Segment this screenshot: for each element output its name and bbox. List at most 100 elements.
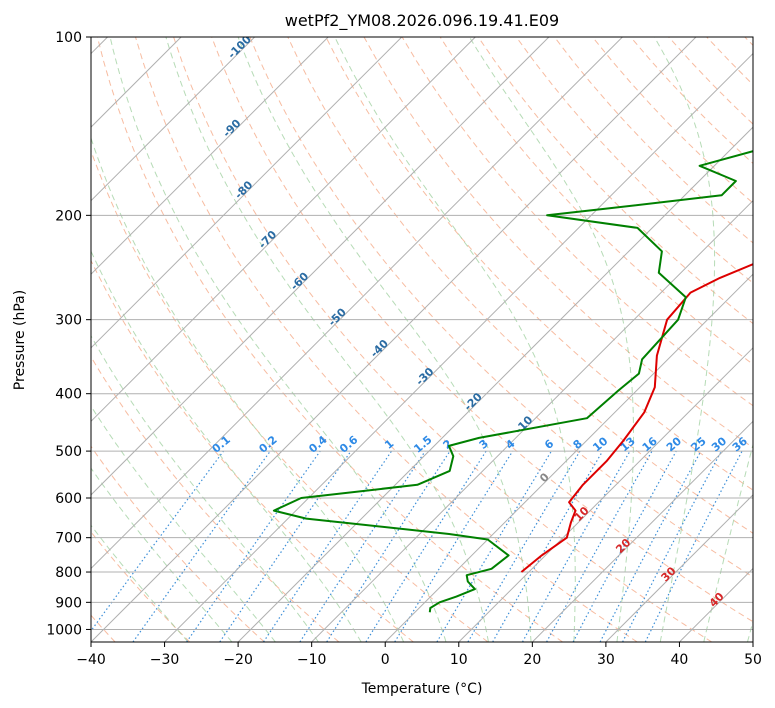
mixing-ratio-line [299,450,426,642]
x-tick-label: 50 [744,652,762,668]
y-tick-label: 900 [55,595,82,611]
dry-adiabat-line [91,259,414,642]
moist-adiabat-label: 20 [613,536,633,556]
dry-adiabat-line [706,37,753,86]
dry-adiabat-label: -80 [232,178,255,201]
isotherm-line [91,37,329,275]
mixing-ratio-label: 6 [542,437,556,452]
dry-adiabat-line [91,445,265,642]
moist-adiabat-line [91,334,319,642]
dry-adiabat-line [287,37,753,534]
isotherm-line [91,37,697,642]
dry-adiabat-label: -10 [512,413,535,436]
dry-adiabat-line [515,37,753,284]
x-tick-label: 30 [597,652,615,668]
dry-adiabat-line [554,37,753,244]
plot-area: 0.1 0.2 0.4 0.6 1 1.5 2 3 4 6 8 10 13 16 20 25 30 36-100-… [91,37,753,642]
mixing-ratio-line [394,450,514,642]
mixing-ratio-label: 0.4 [306,433,330,456]
background-line-labels: 0.1 0.2 0.4 0.6 1 1.5 2 3 4 6 8 10 13 16 20 25 30 36-100-… [210,37,751,610]
dry-adiabat-line [173,37,713,642]
y-tick-label: 300 [55,313,82,329]
mixing-ratio-lines [91,450,743,642]
x-tick-label: 10 [450,652,468,668]
mixing-ratio-line [262,450,392,642]
mixing-ratio-label: 0.1 [210,433,233,455]
y-axis: 100 200 300 400 500 600 700 800 900 1000 [46,30,91,638]
dry-adiabat-line [91,531,191,642]
dry-adiabat-line [325,37,753,491]
profile-series [272,150,753,613]
x-tick-label: −10 [297,652,327,668]
dry-adiabat-label: -90 [220,116,243,139]
dry-adiabat-line [668,37,753,125]
mixing-ratio-label: 8 [571,437,585,452]
isotherm-line [91,37,403,349]
x-axis: −40 −30 −20 −10 0 10 20 30 40 50 [76,642,762,668]
isotherm-line [605,494,753,642]
chart-title: wetPf2_YM08.2026.096.19.41.E09 [285,11,559,31]
y-tick-label: 500 [55,444,82,460]
isotherm-line [91,37,550,496]
isotherm-line [311,199,753,642]
mixing-ratio-line [521,450,631,642]
moist-adiabat-line [109,37,447,642]
moist-adiabat-line [91,524,189,642]
isotherms [91,37,753,642]
dry-adiabat-line [135,37,638,642]
dry-adiabat-label: -40 [368,337,391,360]
y-axis-title: Pressure (hPa) [12,290,28,390]
y-tick-label: 600 [55,491,82,507]
y-tick-label: 100 [55,30,82,46]
dry-adiabat-label: -30 [413,365,436,388]
dry-adiabat-line [96,37,563,642]
moist-adiabat-label: 30 [659,564,679,584]
mixing-ratio-label: 4 [503,437,517,452]
isotherm-line [752,641,753,642]
mixing-ratio-line [132,450,271,642]
mixing-ratio-line [436,450,553,642]
mixing-ratio-line [365,450,487,642]
moist-adiabat-line [334,37,576,642]
isotherm-line [237,126,753,642]
isotherm-line [164,52,753,642]
moist-adiabat-line [165,37,489,642]
dry-adiabat-line [249,37,753,578]
mixing-ratio-line [546,450,653,642]
isotherm-line [91,37,256,202]
x-tick-label: −30 [150,652,180,668]
dewpoint-profile-line [272,150,753,613]
dry-adiabat-line [211,37,753,623]
y-tick-label: 400 [55,387,82,403]
dry-adiabat-line [91,149,489,642]
mixing-ratio-line [572,450,677,642]
mixing-ratio-line [219,450,352,642]
mixing-ratio-line [644,450,743,642]
mixing-ratio-label: 3 [477,437,491,452]
mixing-ratio-line [467,450,581,642]
dry-adiabat-line [744,37,753,47]
x-tick-label: 20 [523,652,541,668]
y-tick-label: 1000 [46,622,82,638]
isotherm-line [458,347,753,642]
x-tick-label: 0 [381,652,390,668]
temperature-profile-line [520,263,753,573]
moist-adiabat-line [91,136,405,642]
isotherm-line [531,420,753,642]
moist-adiabat-line [91,467,233,642]
isotherm-line [91,37,623,570]
plot-frame [90,36,754,643]
isotherm-line [91,37,476,423]
x-tick-label: −40 [76,652,106,668]
mixing-ratio-line [326,450,451,642]
mixing-ratio-label: 1.5 [411,433,434,455]
moist-adiabat-line [653,37,716,642]
isotherm-line [384,273,753,642]
dry-adiabat-label: -50 [326,305,349,328]
y-tick-label: 200 [55,208,82,224]
x-axis-title: Temperature (°C) [361,681,483,697]
mixing-ratio-line [91,450,224,632]
dry-adiabat-label: -70 [256,228,279,251]
moist-adiabat-label: 40 [707,590,727,610]
